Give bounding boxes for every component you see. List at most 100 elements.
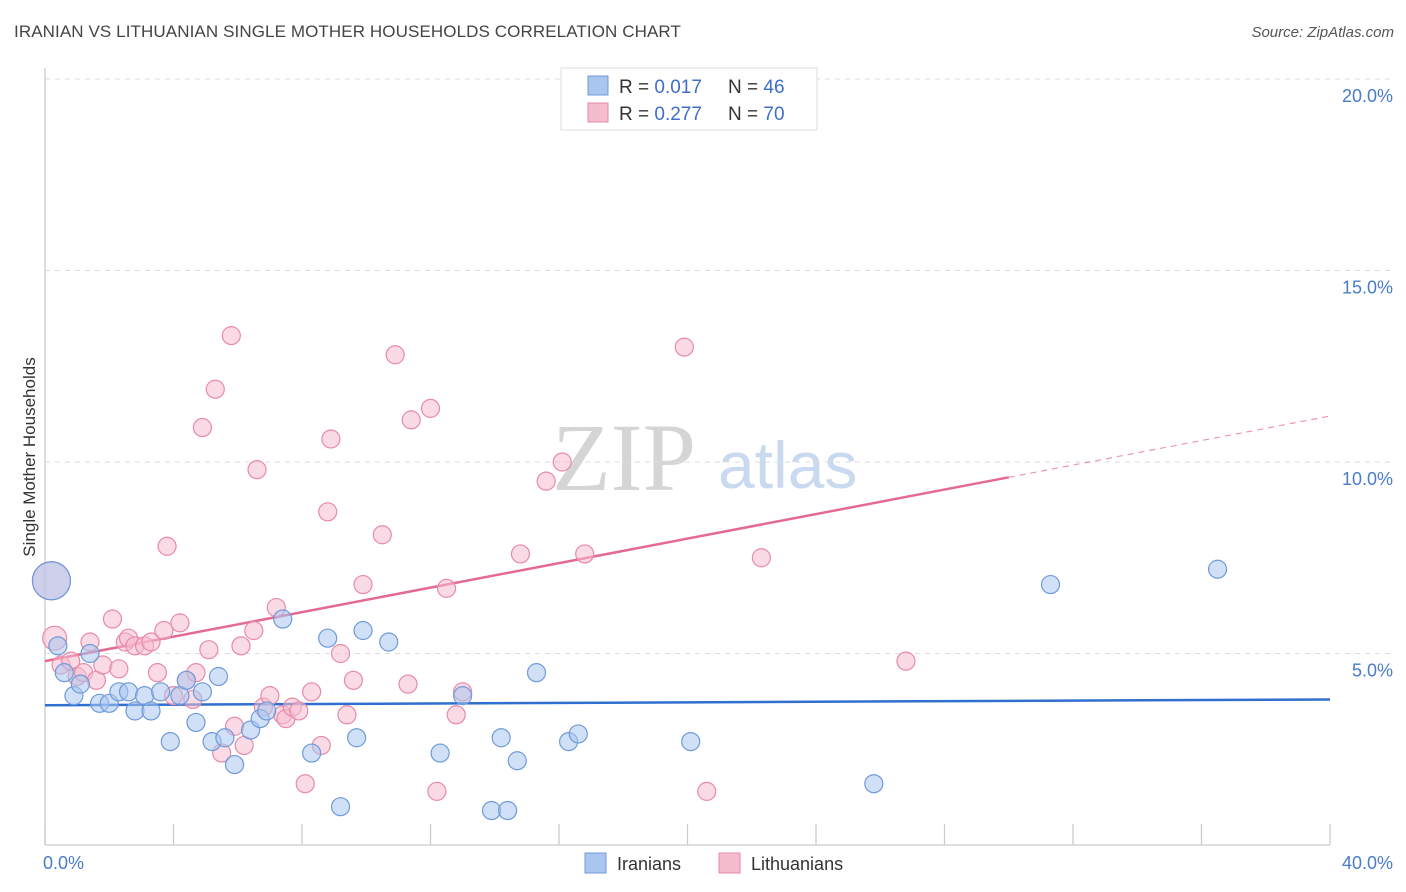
point-lithuanian: [221, 326, 241, 346]
point-lithuanian: [247, 460, 267, 480]
point-lithuanian: [398, 674, 418, 694]
point-iranian: [186, 712, 206, 733]
legend: R = 0.017 N = 46 R = 0.277 N = 70: [560, 67, 818, 131]
point-lithuanian: [385, 345, 405, 365]
legend-swatch-lithuanians: [587, 102, 609, 123]
point-iranian: [330, 797, 351, 817]
point-iranian: [273, 609, 293, 629]
point-iranian: [379, 632, 399, 652]
legend-n-value: 46: [763, 77, 784, 98]
point-lithuanian: [436, 578, 457, 598]
point-lithuanian: [102, 609, 123, 629]
point-lithuanian: [141, 632, 161, 652]
legend-n-lithuanians: N = 70: [728, 104, 785, 125]
point-lithuanian: [109, 659, 129, 679]
legend-n-label: N =: [728, 104, 763, 125]
point-iranian: [318, 628, 338, 648]
legend-n-value: 70: [763, 104, 784, 125]
bottom-legend-lithuanians: Lithuanians: [751, 854, 843, 874]
point-lithuanian: [896, 651, 916, 671]
y-tick-label: 20.0%: [1342, 86, 1393, 106]
point-lithuanian: [330, 643, 351, 664]
legend-n-iranians: N = 46: [728, 77, 785, 98]
point-iranian: [430, 743, 450, 763]
point-iranian: [48, 636, 68, 656]
gridlines: [45, 78, 1395, 654]
point-lithuanian: [372, 525, 392, 545]
legend-r-value: 0.017: [654, 77, 702, 98]
point-iranian: [70, 674, 90, 694]
point-lithuanian: [697, 781, 717, 801]
trend-line-iranians: [44, 698, 1331, 707]
y-axis-label: Single Mother Households: [20, 357, 39, 556]
y-tick-label: 15.0%: [1342, 278, 1393, 298]
point-lithuanian: [289, 701, 309, 721]
chart-source: Source: ZipAtlas.com: [1251, 24, 1394, 41]
point-iranian: [176, 670, 196, 690]
x-tick-label: 0.0%: [43, 853, 84, 873]
legend-swatch-iranians: [587, 75, 609, 96]
point-lithuanian: [321, 429, 341, 449]
point-iranian: [224, 754, 245, 775]
point-lithuanian: [536, 471, 556, 491]
point-iranian: [54, 663, 74, 683]
point-lithuanian: [318, 502, 338, 522]
point-iranian: [141, 701, 161, 721]
legend-n-label: N =: [728, 77, 763, 98]
legend-r-label: R =: [619, 77, 654, 98]
point-lithuanian: [205, 379, 225, 399]
point-iranian: [453, 686, 473, 706]
point-lithuanian: [157, 536, 177, 556]
point-iranian: [498, 800, 518, 821]
point-iranian: [302, 743, 322, 763]
point-iranian: [347, 728, 367, 748]
axes: [44, 68, 1331, 846]
watermark-atlas: atlas: [718, 428, 857, 502]
point-lithuanian: [446, 705, 466, 725]
point-iranian: [1040, 574, 1061, 595]
point-iranian: [208, 666, 229, 687]
point-lithuanian: [552, 452, 572, 472]
point-iranian: [353, 620, 373, 641]
point-lithuanian: [170, 613, 190, 633]
legend-row-iranians: R = 0.017: [619, 77, 702, 98]
point-lithuanian: [192, 417, 213, 438]
data-points: [31, 326, 1228, 821]
point-lithuanian: [302, 682, 322, 702]
trend-line-lithuanians: [44, 476, 1009, 663]
point-iranian: [215, 728, 235, 748]
point-iranian: [118, 682, 139, 702]
point-lithuanian: [147, 663, 168, 683]
point-lithuanian: [244, 620, 264, 641]
point-lithuanian: [199, 640, 219, 660]
point-lithuanian: [337, 705, 357, 725]
point-lithuanian: [343, 670, 363, 690]
point-lithuanian: [154, 620, 174, 641]
point-iranian: [160, 731, 180, 752]
x-tick-label: 40.0%: [1342, 853, 1393, 873]
watermark-zip: ZIP: [552, 404, 696, 511]
trend-line-lithuanians-extension: [1008, 415, 1331, 478]
point-iranian: [526, 663, 547, 683]
point-lithuanian: [575, 544, 595, 564]
point-lithuanian: [420, 398, 441, 418]
tick-labels: 5.0% 10.0% 15.0% 20.0% 0.0% 40.0%: [43, 86, 1393, 873]
point-lithuanian: [231, 636, 251, 656]
watermark: ZIP atlas: [552, 404, 857, 511]
point-iranian: [507, 751, 527, 771]
y-tick-label: 5.0%: [1352, 661, 1393, 681]
bottom-legend-swatch-lithuanians: [718, 852, 741, 874]
point-lithuanian: [674, 337, 694, 357]
point-lithuanian: [510, 544, 531, 564]
point-iranian: [80, 643, 100, 664]
point-lithuanian: [427, 781, 447, 801]
point-iranian: [1207, 559, 1228, 579]
y-tick-label: 10.0%: [1342, 469, 1393, 489]
point-iranian: [257, 701, 277, 721]
chart-title: IRANIAN VS LITHUANIAN SINGLE MOTHER HOUS…: [14, 22, 681, 41]
point-iranian: [681, 731, 701, 752]
bottom-legend-iranians: Iranians: [617, 854, 681, 874]
bottom-legend-swatch-iranians: [584, 852, 607, 874]
point-iranian: [568, 724, 588, 744]
